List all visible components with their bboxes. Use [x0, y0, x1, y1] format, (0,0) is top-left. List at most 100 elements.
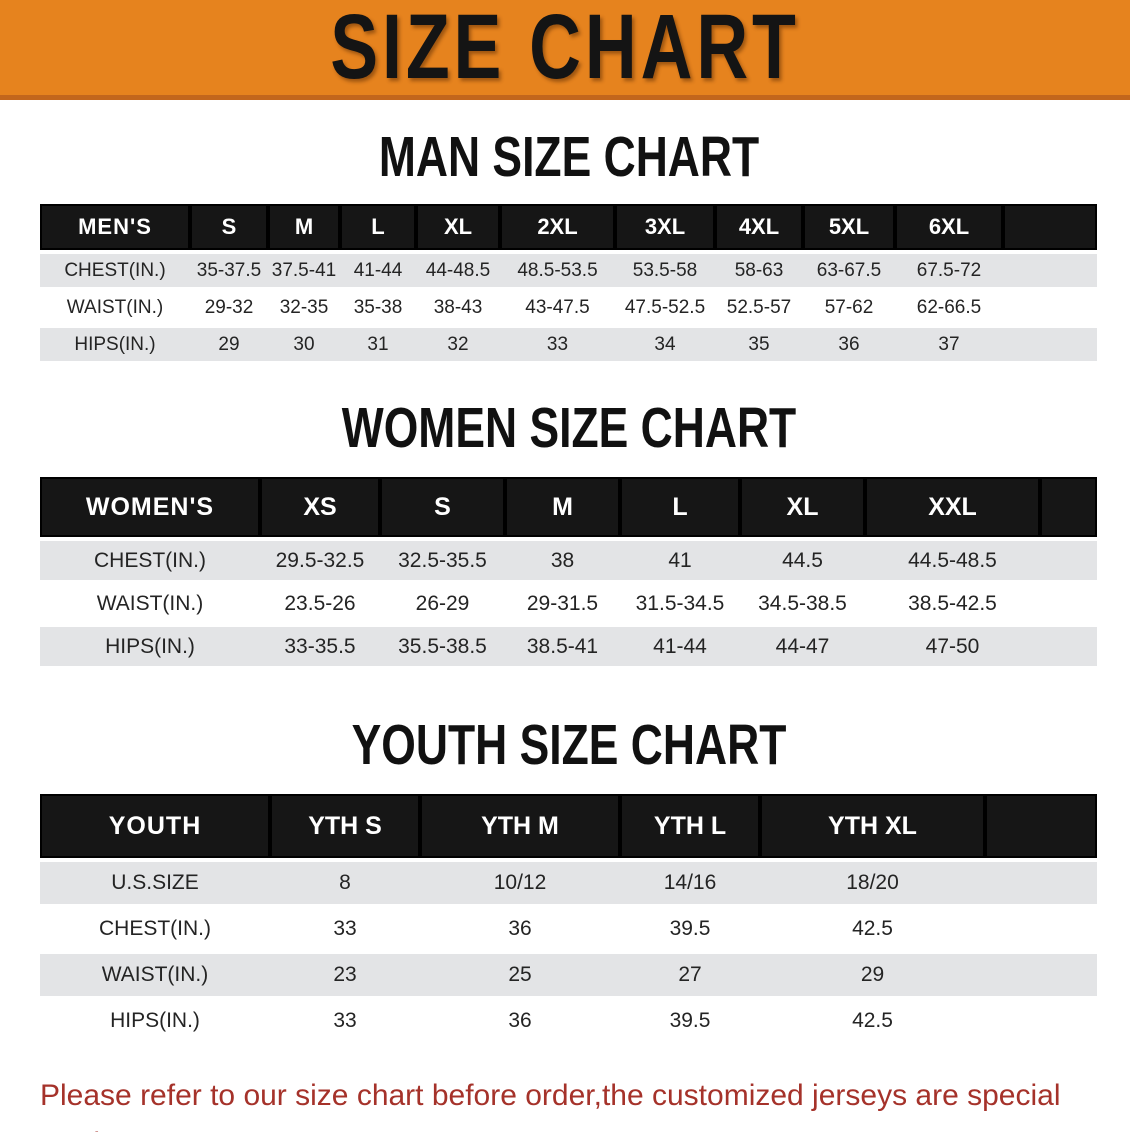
table-row: CHEST(IN.) 35-37.5 37.5-41 41-44 44-48.5 48.5… [40, 254, 1097, 287]
row-filler-cell [1040, 584, 1097, 623]
measure-row-label: WAIST(IN.) [40, 954, 270, 996]
size-value-cell: 42.5 [760, 908, 985, 950]
size-table: YOUTH YTH S YTH M YTH L YTH XL U.S.SIZE 8 10/12… [40, 790, 1097, 1046]
row-filler-cell [1003, 254, 1097, 287]
size-value-cell: 29 [760, 954, 985, 996]
size-value-cell: 67.5-72 [895, 254, 1003, 287]
table-row: WAIST(IN.) 23.5-26 26-29 29-31.5 31.5-34.5 34… [40, 584, 1097, 623]
measure-row-label: CHEST(IN.) [40, 541, 260, 580]
size-value-cell: 38-43 [416, 291, 500, 324]
size-value-cell: 26-29 [380, 584, 505, 623]
size-value-cell: 33 [270, 908, 420, 950]
table-row: HIPS(IN.) 29 30 31 32 33 34 35 36 37 [40, 328, 1097, 361]
size-value-cell: 35.5-38.5 [380, 627, 505, 666]
size-group-label: WOMEN'S [40, 477, 260, 537]
size-value-cell: 44.5-48.5 [865, 541, 1040, 580]
size-value-cell: 62-66.5 [895, 291, 1003, 324]
size-value-cell: 58-63 [715, 254, 803, 287]
row-filler-cell [985, 908, 1097, 950]
size-column-header: L [620, 477, 740, 537]
size-value-cell: 37.5-41 [268, 254, 340, 287]
size-value-cell: 33 [270, 1000, 420, 1042]
size-value-cell: 52.5-57 [715, 291, 803, 324]
size-column-header: 3XL [615, 204, 715, 250]
size-value-cell: 25 [420, 954, 620, 996]
size-column-header: XS [260, 477, 380, 537]
size-value-cell: 44-47 [740, 627, 865, 666]
size-group-label: YOUTH [40, 794, 270, 858]
table-row: WAIST(IN.) 23 25 27 29 [40, 954, 1097, 996]
size-value-cell: 29-32 [190, 291, 268, 324]
header-filler-cell [1040, 477, 1097, 537]
table-header-row: WOMEN'S XS S M L XL XXL [40, 477, 1097, 537]
youth-section-heading: YOUTH SIZE CHART [351, 713, 787, 777]
table-header-row: MEN'S S M L XL 2XL 3XL 4XL 5XL 6XL [40, 204, 1097, 250]
size-value-cell: 41-44 [620, 627, 740, 666]
measure-row-label: CHEST(IN.) [40, 254, 190, 287]
man-size-chart-section: MAN SIZE CHART MEN'S S M L XL 2XL 3XL 4XL 5XL 6XL… [0, 124, 1138, 365]
measure-row-label: HIPS(IN.) [40, 627, 260, 666]
size-value-cell: 29-31.5 [505, 584, 620, 623]
disclaimer-line-1: Please refer to our size chart before or… [40, 1079, 1061, 1132]
size-value-cell: 14/16 [620, 862, 760, 904]
women-section-heading: WOMEN SIZE CHART [341, 396, 797, 460]
size-value-cell: 37 [895, 328, 1003, 361]
size-column-header: L [340, 204, 416, 250]
size-value-cell: 34 [615, 328, 715, 361]
table-row: HIPS(IN.) 33 36 39.5 42.5 [40, 1000, 1097, 1042]
size-column-header: YTH M [420, 794, 620, 858]
table-row: WAIST(IN.) 29-32 32-35 35-38 38-43 43-47.5 47.… [40, 291, 1097, 324]
size-value-cell: 63-67.5 [803, 254, 895, 287]
size-value-cell: 48.5-53.5 [500, 254, 615, 287]
size-value-cell: 38.5-42.5 [865, 584, 1040, 623]
size-value-cell: 34.5-38.5 [740, 584, 865, 623]
women-size-chart-section: WOMEN SIZE CHART WOMEN'S XS S M L XL XXL CHEST(… [0, 395, 1138, 670]
youth-size-table: YOUTH YTH S YTH M YTH L YTH XL U.S.SIZE 8 10/12… [40, 790, 1097, 1046]
row-filler-cell [985, 862, 1097, 904]
size-column-header: XXL [865, 477, 1040, 537]
table-row: CHEST(IN.) 29.5-32.5 32.5-35.5 38 41 44.5 44.5… [40, 541, 1097, 580]
size-column-header: 4XL [715, 204, 803, 250]
size-value-cell: 32.5-35.5 [380, 541, 505, 580]
size-value-cell: 29 [190, 328, 268, 361]
size-column-header: M [268, 204, 340, 250]
measure-row-label: WAIST(IN.) [40, 291, 190, 324]
size-column-header: 5XL [803, 204, 895, 250]
size-value-cell: 41-44 [340, 254, 416, 287]
size-value-cell: 32 [416, 328, 500, 361]
size-value-cell: 31 [340, 328, 416, 361]
banner-title: SIZE CHART [330, 0, 800, 98]
measure-row-label: WAIST(IN.) [40, 584, 260, 623]
size-value-cell: 23 [270, 954, 420, 996]
size-column-header: S [380, 477, 505, 537]
size-value-cell: 10/12 [420, 862, 620, 904]
size-value-cell: 35-38 [340, 291, 416, 324]
size-value-cell: 35-37.5 [190, 254, 268, 287]
size-value-cell: 36 [420, 908, 620, 950]
table-row: HIPS(IN.) 33-35.5 35.5-38.5 38.5-41 41-44 44-… [40, 627, 1097, 666]
size-value-cell: 42.5 [760, 1000, 985, 1042]
size-value-cell: 47.5-52.5 [615, 291, 715, 324]
size-table: MEN'S S M L XL 2XL 3XL 4XL 5XL 6XL CHEST(IN.) 35-37… [40, 200, 1097, 365]
measure-row-label: HIPS(IN.) [40, 1000, 270, 1042]
size-value-cell: 35 [715, 328, 803, 361]
size-value-cell: 36 [420, 1000, 620, 1042]
size-column-header: 2XL [500, 204, 615, 250]
size-column-header: YTH S [270, 794, 420, 858]
measure-row-label: HIPS(IN.) [40, 328, 190, 361]
size-value-cell: 33-35.5 [260, 627, 380, 666]
row-filler-cell [1040, 541, 1097, 580]
size-column-header: S [190, 204, 268, 250]
header-filler-cell [985, 794, 1097, 858]
row-filler-cell [1003, 328, 1097, 361]
size-column-header: YTH L [620, 794, 760, 858]
size-value-cell: 39.5 [620, 908, 760, 950]
size-column-header: M [505, 477, 620, 537]
size-value-cell: 44.5 [740, 541, 865, 580]
row-filler-cell [1003, 291, 1097, 324]
size-value-cell: 29.5-32.5 [260, 541, 380, 580]
row-filler-cell [1040, 627, 1097, 666]
order-disclaimer: Please refer to our size chart before or… [40, 1072, 1118, 1132]
size-value-cell: 39.5 [620, 1000, 760, 1042]
